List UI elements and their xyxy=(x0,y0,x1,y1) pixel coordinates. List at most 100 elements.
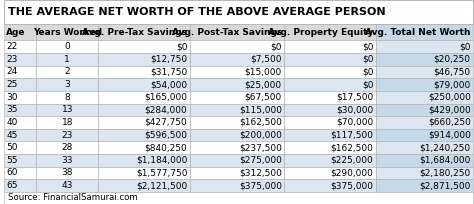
Text: $275,000: $275,000 xyxy=(239,156,282,165)
Bar xyxy=(36,66,98,78)
Bar xyxy=(190,154,284,167)
Bar xyxy=(376,129,473,141)
Bar xyxy=(98,116,190,129)
Text: $0: $0 xyxy=(362,55,374,64)
Bar xyxy=(36,116,98,129)
Bar xyxy=(4,40,36,53)
Bar xyxy=(98,141,190,154)
Bar xyxy=(98,91,190,103)
Text: $1,240,250: $1,240,250 xyxy=(419,143,471,152)
Bar xyxy=(4,179,36,192)
Text: $0: $0 xyxy=(362,42,374,51)
Bar xyxy=(36,129,98,141)
Bar xyxy=(4,167,36,179)
Bar xyxy=(4,141,36,154)
Bar xyxy=(98,53,190,66)
Bar xyxy=(284,24,376,40)
Bar xyxy=(190,78,284,91)
Bar xyxy=(284,167,376,179)
Bar xyxy=(36,141,98,154)
Bar xyxy=(36,154,98,167)
Text: Source: FinancialSamurai.com: Source: FinancialSamurai.com xyxy=(8,193,137,202)
Text: 28: 28 xyxy=(62,143,73,152)
Text: $596,500: $596,500 xyxy=(145,131,187,140)
Bar xyxy=(98,40,190,53)
Bar xyxy=(190,40,284,53)
Text: Avg. Post-Tax Savings: Avg. Post-Tax Savings xyxy=(172,28,282,37)
Bar xyxy=(4,0,473,24)
Text: $2,121,500: $2,121,500 xyxy=(136,181,187,190)
Bar xyxy=(376,141,473,154)
Text: 38: 38 xyxy=(62,168,73,177)
Bar xyxy=(376,91,473,103)
Text: 65: 65 xyxy=(6,181,18,190)
Text: 22: 22 xyxy=(6,42,18,51)
Text: Avg. Property Equity: Avg. Property Equity xyxy=(268,28,374,37)
Text: $914,000: $914,000 xyxy=(428,131,471,140)
Text: Age: Age xyxy=(6,28,26,37)
Text: THE AVERAGE NET WORTH OF THE ABOVE AVERAGE PERSON: THE AVERAGE NET WORTH OF THE ABOVE AVERA… xyxy=(8,7,385,17)
Bar xyxy=(190,24,284,40)
Bar xyxy=(36,103,98,116)
Text: $0: $0 xyxy=(459,42,471,51)
Bar xyxy=(190,167,284,179)
Text: Avg. Pre-Tax Savings: Avg. Pre-Tax Savings xyxy=(82,28,187,37)
Bar xyxy=(376,24,473,40)
Text: $2,871,500: $2,871,500 xyxy=(419,181,471,190)
Text: $0: $0 xyxy=(176,42,187,51)
Text: $840,250: $840,250 xyxy=(145,143,187,152)
Text: $2,180,250: $2,180,250 xyxy=(419,168,471,177)
Text: $429,000: $429,000 xyxy=(428,105,471,114)
Bar xyxy=(376,40,473,53)
Bar xyxy=(284,179,376,192)
Text: $237,500: $237,500 xyxy=(239,143,282,152)
Text: 60: 60 xyxy=(6,168,18,177)
Bar xyxy=(4,154,36,167)
Bar xyxy=(190,91,284,103)
Bar xyxy=(190,179,284,192)
Text: $1,577,750: $1,577,750 xyxy=(136,168,187,177)
Bar xyxy=(376,167,473,179)
Text: 30: 30 xyxy=(6,93,18,102)
Text: $312,500: $312,500 xyxy=(239,168,282,177)
Text: $46,750: $46,750 xyxy=(434,68,471,76)
Text: $15,000: $15,000 xyxy=(245,68,282,76)
Bar xyxy=(376,116,473,129)
Text: 43: 43 xyxy=(62,181,73,190)
Text: $200,000: $200,000 xyxy=(239,131,282,140)
Bar xyxy=(98,167,190,179)
Bar xyxy=(190,103,284,116)
Text: $162,500: $162,500 xyxy=(330,143,374,152)
Text: 23: 23 xyxy=(62,131,73,140)
Bar xyxy=(284,129,376,141)
Text: $67,500: $67,500 xyxy=(245,93,282,102)
Bar xyxy=(376,66,473,78)
Text: $290,000: $290,000 xyxy=(330,168,374,177)
Bar xyxy=(376,179,473,192)
Bar xyxy=(4,116,36,129)
Text: 55: 55 xyxy=(6,156,18,165)
Text: $660,250: $660,250 xyxy=(428,118,471,127)
Text: 24: 24 xyxy=(6,68,18,76)
Text: Avg. Total Net Worth: Avg. Total Net Worth xyxy=(365,28,471,37)
Bar xyxy=(98,24,190,40)
Text: 8: 8 xyxy=(64,93,70,102)
Bar xyxy=(4,78,36,91)
Bar xyxy=(98,179,190,192)
Bar xyxy=(36,179,98,192)
Text: 45: 45 xyxy=(6,131,18,140)
Text: $12,750: $12,750 xyxy=(150,55,187,64)
Bar xyxy=(190,141,284,154)
Bar xyxy=(36,78,98,91)
Bar xyxy=(36,53,98,66)
Text: $79,000: $79,000 xyxy=(433,80,471,89)
Bar xyxy=(36,91,98,103)
Bar xyxy=(284,116,376,129)
Text: $20,250: $20,250 xyxy=(434,55,471,64)
Text: $117,500: $117,500 xyxy=(330,131,374,140)
Bar xyxy=(284,103,376,116)
Text: 3: 3 xyxy=(64,80,70,89)
Text: 23: 23 xyxy=(6,55,18,64)
Bar xyxy=(284,40,376,53)
Bar xyxy=(284,141,376,154)
